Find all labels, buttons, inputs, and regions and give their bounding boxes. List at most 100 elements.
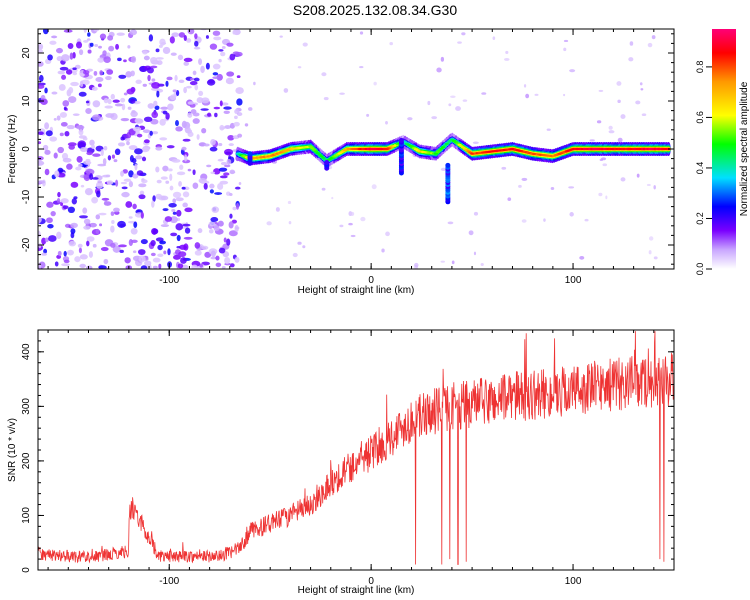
noise-speck: [143, 139, 150, 144]
faint-speck: [331, 196, 334, 200]
noise-speck: [138, 194, 146, 200]
noise-speck: [94, 44, 99, 47]
noise-speck: [183, 236, 193, 240]
noise-speck: [183, 34, 187, 42]
noise-speck: [93, 70, 98, 76]
noise-speck: [229, 213, 233, 219]
noise-speck: [61, 74, 67, 80]
noise-speck: [208, 229, 214, 234]
noise-speck: [223, 106, 232, 110]
colorbar-tick-label: 0.0: [695, 263, 705, 276]
noise-speck: [201, 97, 210, 104]
noise-speck: [57, 167, 64, 173]
faint-speck: [649, 236, 654, 241]
noise-speck: [157, 244, 163, 251]
faint-speck: [569, 212, 574, 217]
noise-speck: [193, 46, 201, 50]
noise-speck: [67, 206, 76, 214]
y-tick-label: 400: [21, 343, 32, 360]
noise-speck: [228, 143, 234, 147]
noise-speck: [116, 32, 125, 36]
noise-speck: [191, 264, 198, 269]
noise-speck: [67, 43, 74, 50]
noise-speck: [98, 45, 102, 49]
faint-speck: [385, 121, 388, 125]
noise-speck: [120, 136, 125, 141]
noise-speck: [178, 32, 186, 38]
faint-speck: [275, 207, 280, 212]
faint-speck: [237, 133, 243, 138]
faint-speck: [292, 252, 298, 258]
noise-speck: [107, 35, 114, 41]
noise-speck: [123, 178, 132, 182]
faint-speck: [462, 99, 468, 102]
noise-speck: [103, 258, 109, 265]
spectrogram-x-label: Height of straight line (km): [298, 285, 415, 296]
faint-speck: [253, 81, 256, 86]
noise-speck: [45, 130, 53, 137]
noise-speck: [100, 246, 109, 252]
noise-speck: [54, 170, 60, 178]
ridge-cell: [315, 151, 321, 155]
faint-speck: [616, 81, 622, 86]
noise-speck: [122, 169, 128, 174]
noise-speck: [232, 30, 236, 35]
noise-speck: [67, 249, 74, 256]
noise-speck: [137, 249, 146, 256]
faint-speck: [523, 84, 527, 88]
noise-speck: [38, 180, 45, 184]
ridge-cell: [321, 156, 326, 160]
noise-speck: [118, 74, 127, 79]
noise-speck: [44, 122, 50, 130]
colorbar-tick-label: 0.8: [695, 61, 705, 74]
faint-speck: [504, 57, 510, 61]
faint-speck: [234, 115, 238, 120]
noise-speck: [83, 225, 91, 230]
noise-speck: [166, 145, 175, 149]
ridge-cell: [446, 141, 451, 144]
faint-speck: [546, 128, 551, 131]
noise-speck: [160, 195, 169, 201]
noise-speck: [236, 98, 243, 106]
noise-speck: [198, 90, 204, 96]
noise-speck: [164, 216, 173, 222]
noise-speck: [221, 266, 226, 269]
noise-speck: [117, 244, 127, 248]
snr-panel: -100 0 100 0 100 200 300 400 Height of straigh…: [7, 329, 675, 596]
snr-x-label: Height of straight line (km): [298, 585, 415, 596]
ridge-cell: [317, 153, 322, 156]
colorbar-tick-label: 0.4: [695, 162, 705, 175]
noise-speck: [38, 84, 45, 89]
noise-speck: [105, 174, 111, 178]
noise-speck: [91, 196, 99, 204]
noise-speck: [82, 207, 88, 214]
noise-speck: [187, 112, 193, 118]
faint-speck: [248, 107, 253, 111]
noise-speck: [123, 59, 127, 63]
noise-speck: [111, 219, 115, 225]
noise-speck: [147, 103, 155, 109]
noise-speck: [178, 181, 182, 187]
noise-speck: [86, 240, 90, 247]
noise-speck: [142, 129, 151, 134]
noise-speck: [147, 74, 151, 82]
noise-speck: [38, 243, 42, 249]
noise-speck: [42, 29, 49, 35]
noise-speck: [93, 29, 100, 32]
noise-speck: [214, 112, 218, 118]
noise-speck: [120, 117, 130, 122]
noise-speck: [229, 193, 233, 196]
noise-speck: [160, 176, 168, 180]
noise-speck: [205, 35, 209, 39]
noise-speck: [65, 69, 73, 75]
noise-speck: [124, 138, 131, 142]
faint-speck: [448, 103, 452, 107]
x-tick-label: 100: [565, 275, 582, 286]
noise-speck: [171, 209, 176, 212]
faint-speck: [620, 114, 626, 119]
noise-speck: [234, 186, 241, 190]
x-tick-label: -100: [159, 275, 179, 286]
noise-speck: [114, 148, 121, 156]
noise-speck: [152, 265, 158, 269]
faint-speck: [598, 192, 603, 197]
